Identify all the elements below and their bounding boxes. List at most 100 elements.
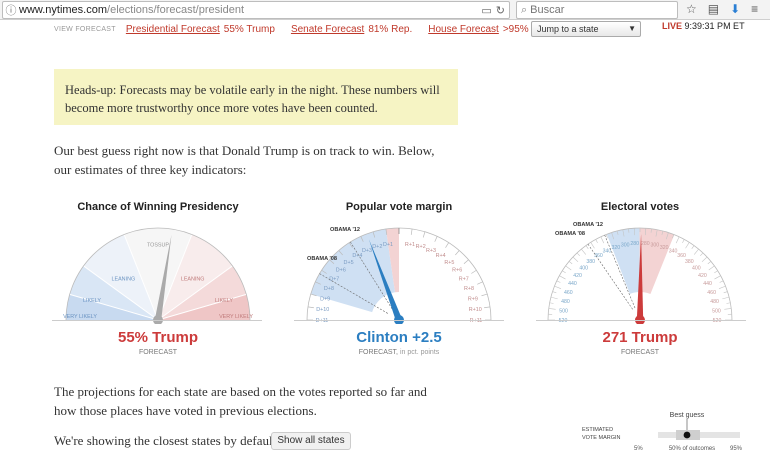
tick-label-d: D+11 — [316, 318, 329, 324]
url-path: /elections/forecast/president — [107, 4, 244, 16]
tick — [549, 302, 554, 304]
pct-high-label: 95% — [730, 446, 743, 452]
tick — [719, 280, 724, 283]
tick — [628, 228, 630, 233]
live-timestamp: LIVE 9:39:31 PM ET — [662, 21, 745, 31]
zone-4 — [158, 234, 233, 320]
electoral-forecast-value: 271 Trump — [602, 329, 678, 346]
tick — [611, 232, 615, 240]
tick-label-d: 520 — [559, 318, 568, 324]
tick — [484, 306, 491, 309]
tick — [691, 245, 695, 249]
tick-label-r: 420 — [698, 273, 707, 279]
tick — [550, 296, 558, 300]
tick-label-r: R+10 — [469, 307, 482, 313]
tick-label-d: D+5 — [344, 260, 354, 266]
download-icon[interactable]: ⬇ — [730, 2, 741, 16]
presidential-forecast-value: 55% Trump — [223, 23, 275, 35]
senate-forecast-value: 81% Rep. — [368, 23, 413, 35]
reload-icon[interactable]: ↻ — [495, 4, 505, 17]
zone-label: LIKELY — [215, 298, 233, 304]
tick-label-d: 340 — [603, 248, 612, 254]
tick — [722, 296, 730, 300]
tick-label-r: 400 — [692, 265, 701, 271]
tick — [410, 228, 413, 235]
tick — [552, 291, 557, 294]
tick — [675, 236, 680, 244]
tick-label-d: 480 — [561, 299, 570, 305]
tick-label-r: R+7 — [459, 276, 469, 282]
zone-label: VERY LIKELY — [63, 314, 97, 320]
tick-label-d: D+1 — [383, 242, 393, 248]
divider — [52, 320, 262, 321]
uncertainty-blue — [310, 228, 396, 313]
zone-divider — [157, 293, 247, 321]
tick — [714, 270, 718, 274]
senate-forecast-link[interactable]: Senate Forecast — [290, 23, 365, 35]
tick — [315, 281, 321, 285]
view-forecast-label: VIEW FORECAST — [54, 25, 116, 33]
library-icon[interactable]: ▤ — [707, 2, 720, 16]
tick — [576, 252, 580, 257]
jump-to-state-label: Jump to a state — [537, 24, 599, 34]
tick-label-d: 500 — [559, 308, 568, 314]
tick — [477, 281, 483, 285]
tick-label-r: R+8 — [464, 286, 474, 292]
best-guess-dot — [683, 431, 691, 439]
chance-needle — [154, 235, 172, 321]
tick — [338, 250, 343, 256]
tick — [562, 270, 566, 274]
tick-label-r: R+11 — [470, 318, 483, 324]
tick — [422, 231, 426, 238]
search-box[interactable]: ⌕ — [516, 1, 678, 19]
tick-label-r: R+1 — [405, 242, 415, 248]
info-icon[interactable]: ⓘ — [5, 5, 17, 17]
menu-icon[interactable]: ≡ — [751, 2, 759, 16]
tick — [723, 291, 728, 294]
tick — [714, 275, 721, 280]
search-input[interactable] — [530, 4, 671, 16]
tick-label-d: 320 — [612, 245, 621, 251]
tick-label-r: 500 — [712, 308, 721, 314]
tick-label-d: 440 — [568, 281, 577, 287]
tick-label-d: D+7 — [329, 276, 339, 282]
tick — [708, 265, 715, 271]
tick-label-r: R+9 — [468, 296, 478, 302]
tick — [548, 308, 556, 310]
estimated-label: ESTIMATED — [582, 427, 613, 433]
tick-label-d: 460 — [564, 290, 573, 296]
tick-label-d: D+6 — [336, 268, 346, 274]
tick — [568, 261, 573, 265]
tick — [655, 229, 658, 237]
closest-states-note: We're showing the closest states by defa… — [54, 433, 280, 448]
tick-label-d: D+2 — [372, 244, 382, 250]
tick-label-d: 360 — [594, 253, 603, 259]
tick — [661, 230, 664, 235]
reader-view-icon[interactable]: ▭ — [481, 4, 492, 17]
popular-forecast-note: in pct. points — [399, 349, 440, 356]
presidential-forecast-link[interactable]: Presidential Forecast — [125, 23, 220, 35]
tick — [321, 269, 327, 274]
house-forecast-link[interactable]: House Forecast — [428, 23, 499, 35]
tick — [385, 228, 388, 235]
obama-08-label: OBAMA '08 — [307, 256, 337, 262]
zone-5 — [158, 265, 247, 320]
zone-3 — [124, 228, 192, 320]
show-all-states-button[interactable]: Show all states — [271, 432, 351, 450]
tick-label-r: 280 — [641, 241, 650, 247]
tick — [724, 308, 732, 310]
tick-label-r: 300 — [651, 242, 660, 248]
divider — [294, 320, 504, 321]
chance-forecast-value: 55% Trump — [117, 329, 199, 346]
tick-label-r: R+5 — [444, 260, 454, 266]
jump-to-state-select[interactable]: Jump to a state ▼ — [531, 21, 641, 37]
tick — [622, 229, 625, 237]
tick — [700, 252, 704, 257]
tick-label-r: 480 — [710, 299, 719, 305]
obama-marker-line — [319, 273, 389, 315]
popular-forecast-value: Clinton +2.5 — [356, 329, 442, 346]
projections-paragraph: The projections for each state are based… — [54, 384, 427, 418]
tick-label-d: 420 — [573, 273, 582, 279]
bookmark-star-icon[interactable]: ☆ — [686, 2, 697, 16]
address-bar[interactable]: ⓘ www.nytimes.com/elections/forecast/pre… — [2, 1, 510, 19]
